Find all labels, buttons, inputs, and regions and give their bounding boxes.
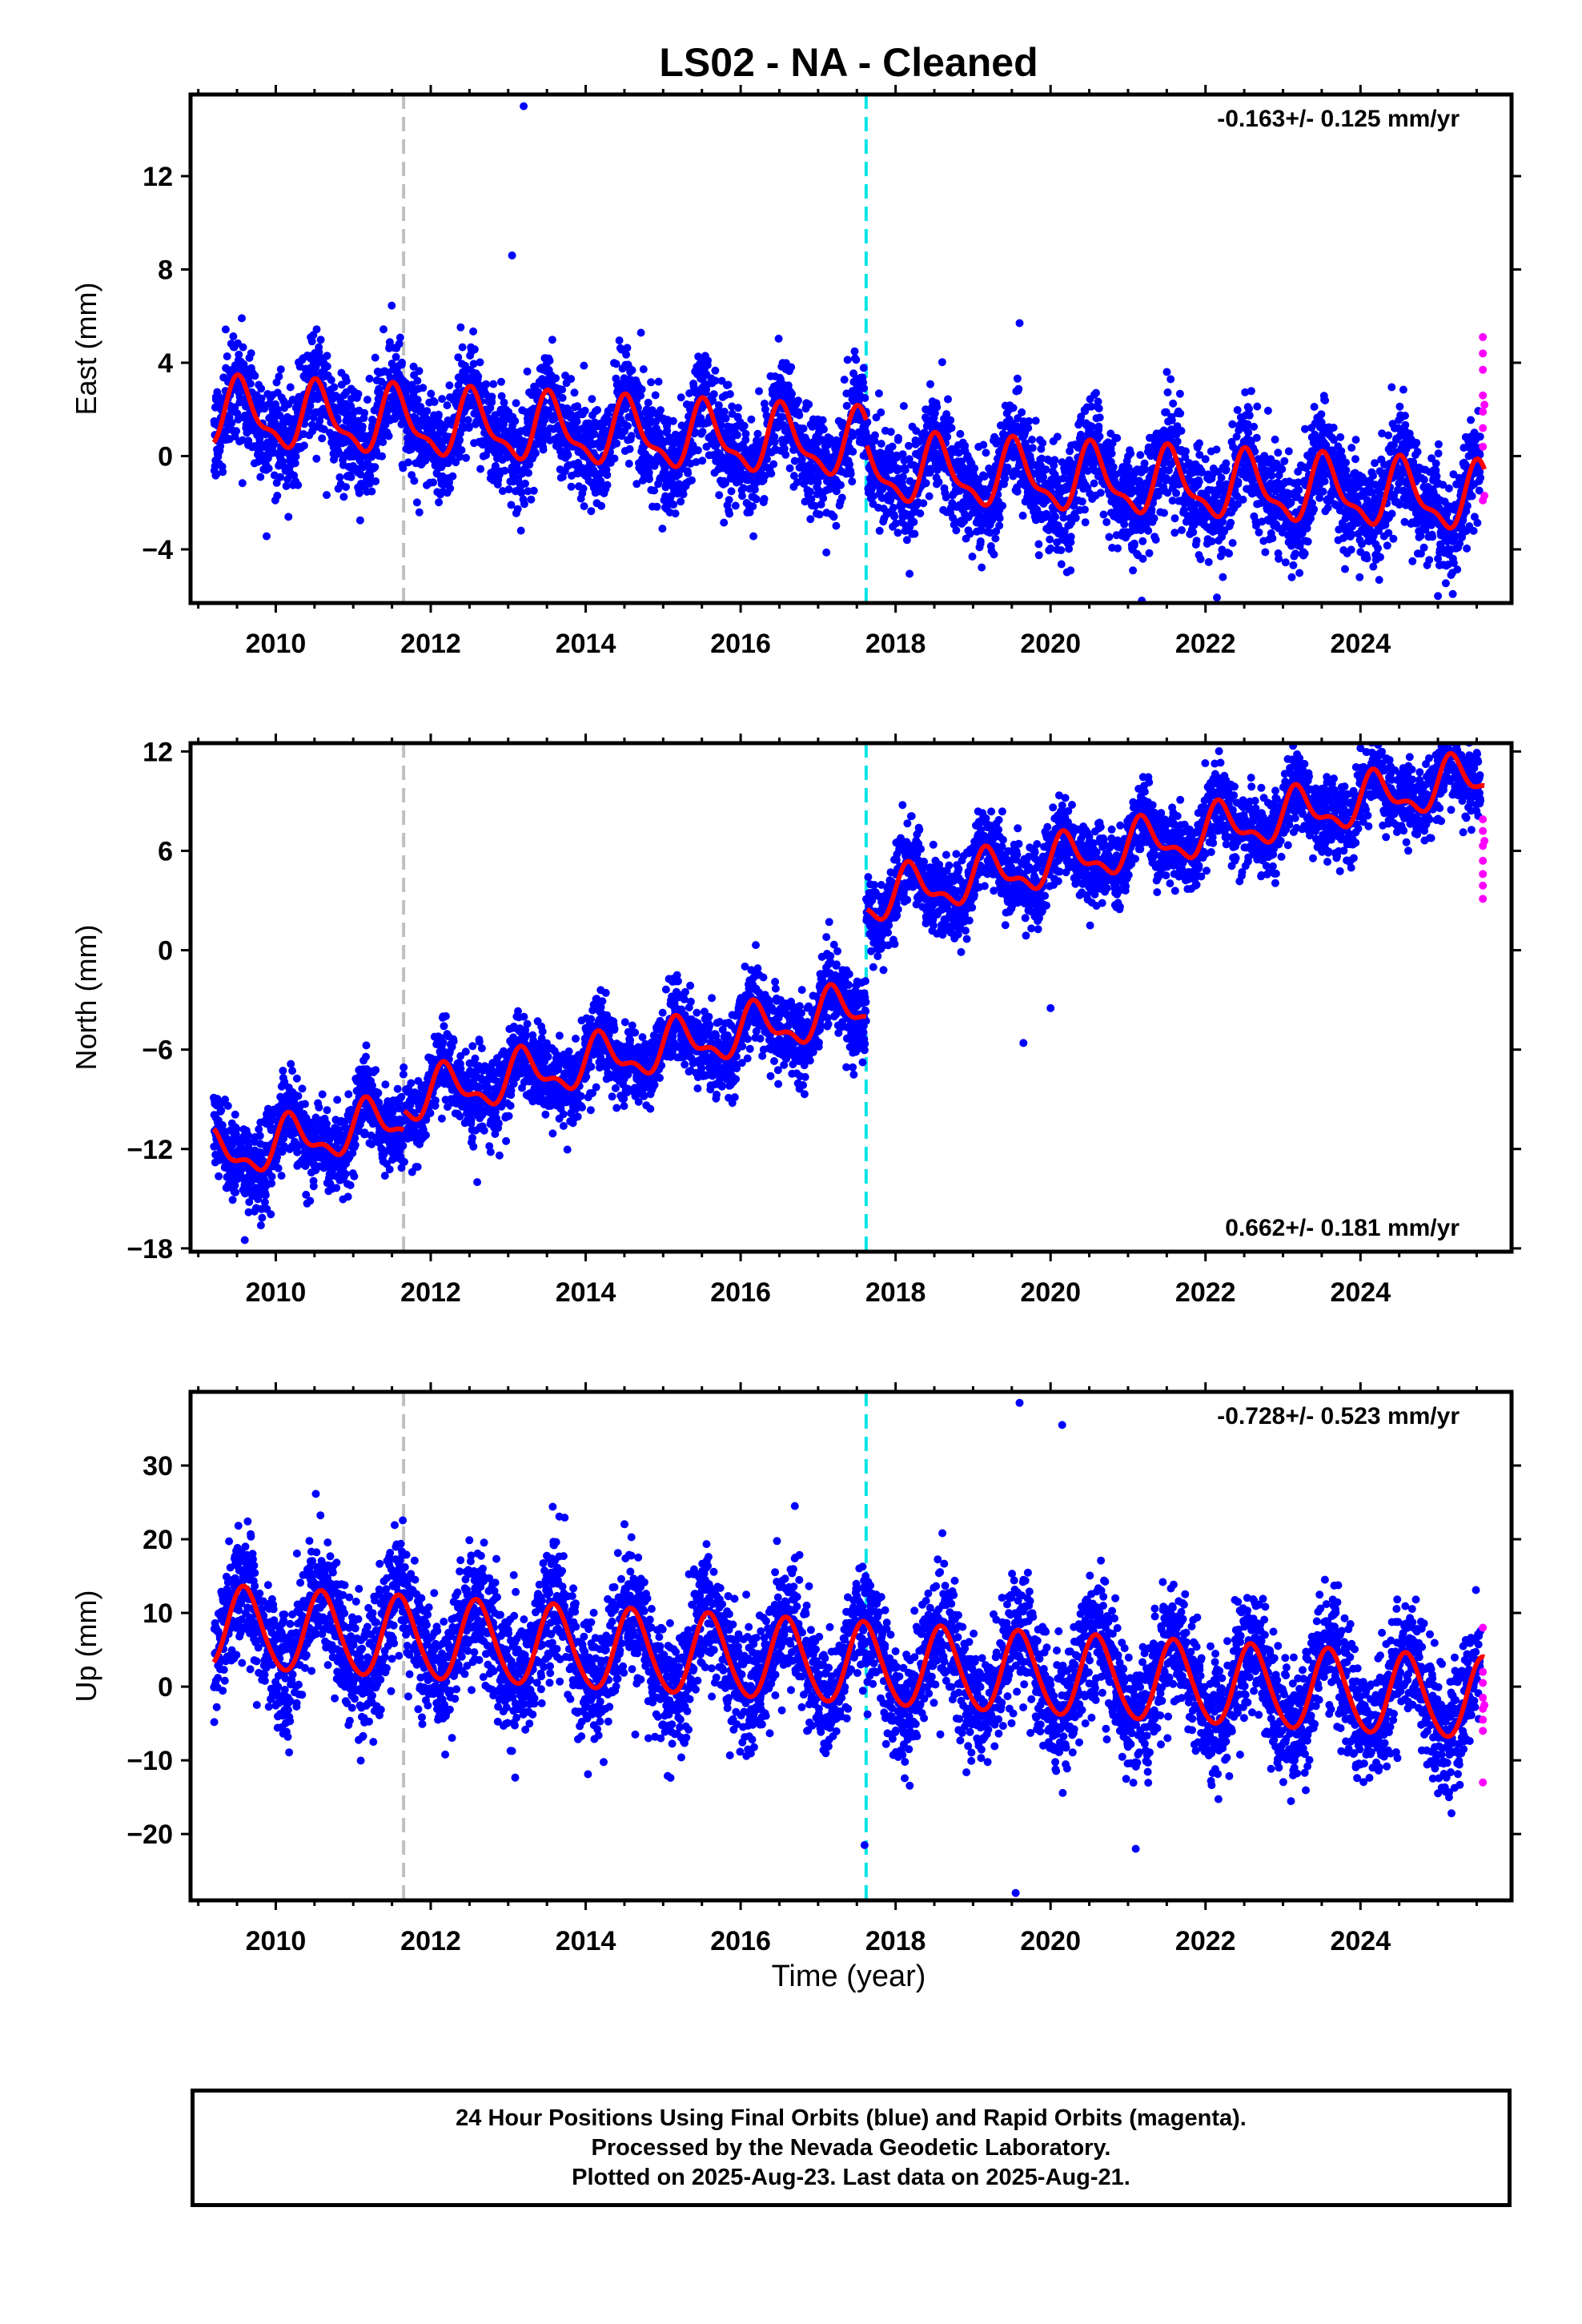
- up-rapid-point-3: [1479, 1679, 1487, 1687]
- east-plot-area: [211, 94, 1489, 605]
- north-x-tick-label: 2014: [556, 1277, 616, 1308]
- up-rapid-point-4: [1479, 1694, 1487, 1702]
- east-x-tick-label: 2012: [400, 629, 461, 659]
- north-y-tick-label: −6: [142, 1035, 173, 1066]
- up-x-tick-label: 2010: [246, 1926, 307, 1956]
- north-rapid-point-1: [1479, 815, 1487, 823]
- up-x-tick-label: 2014: [556, 1926, 616, 1956]
- up-rapid-point-1: [1479, 1623, 1487, 1631]
- up-rate-label: -0.728+/- 0.523 mm/yr: [1217, 1403, 1460, 1429]
- east-y-tick-label: 0: [158, 441, 173, 472]
- east-y-tick-label: 4: [158, 348, 173, 379]
- up-x-tick-label: 2022: [1175, 1926, 1236, 1956]
- up-x-tick-label: 2024: [1330, 1926, 1391, 1956]
- east-y-tick-label: 8: [158, 255, 173, 285]
- up-x-tick-label: 2018: [865, 1926, 926, 1956]
- north-y-tick-label: 12: [143, 737, 173, 767]
- north-y-axis-label: North (mm): [70, 925, 102, 1071]
- north-rapid-point-2: [1479, 827, 1487, 835]
- north-x-tick-label: 2020: [1020, 1277, 1081, 1308]
- footer-line-2: Processed by the Nevada Geodetic Laborat…: [592, 2133, 1111, 2163]
- north-rate-label: 0.662+/- 0.181 mm/yr: [1225, 1215, 1460, 1241]
- north-rapid-point-7: [1479, 895, 1487, 903]
- east-rapid-point-7: [1479, 443, 1487, 451]
- footer-line-3: Plotted on 2025-Aug-23. Last data on 202…: [572, 2163, 1130, 2193]
- panel-up: 2010 2012 2014 2016 2018 2020 2022 2024 −20 −10 0 1…: [70, 1382, 1521, 1956]
- up-final-orbit-points: [210, 1399, 1484, 1897]
- north-rapid-point-6: [1479, 882, 1487, 890]
- up-y-tick-label: 30: [143, 1451, 173, 1482]
- east-rapid-point-10: [1480, 400, 1488, 408]
- up-rapid-point-8: [1479, 1779, 1487, 1787]
- up-rapid-point-2: [1479, 1668, 1487, 1676]
- east-final-orbit-points: [211, 103, 1485, 605]
- north-x-tick-label: 2018: [865, 1277, 926, 1308]
- footer-line-1: 24 Hour Positions Using Final Orbits (bl…: [456, 2104, 1247, 2133]
- east-x-tick-label: 2014: [556, 629, 616, 659]
- north-rapid-point-8: [1480, 837, 1488, 845]
- east-y-tick-label: −4: [142, 535, 173, 565]
- north-rapid-point-4: [1479, 857, 1487, 865]
- east-rapid-point-6: [1479, 424, 1487, 432]
- up-y-tick-label: −10: [126, 1746, 173, 1776]
- north-x-tick-label: 2012: [400, 1277, 461, 1308]
- figure-title: LS02 - NA - Cleaned: [659, 40, 1038, 85]
- x-axis-label: Time (year): [772, 1960, 926, 1993]
- north-y-tick-label: −18: [126, 1234, 173, 1265]
- east-x-tick-label: 2010: [246, 629, 307, 659]
- up-rapid-point-9: [1480, 1701, 1488, 1709]
- east-rapid-point-4: [1479, 392, 1487, 400]
- east-rapid-point-1: [1479, 333, 1487, 341]
- east-x-tick-label: 2016: [710, 629, 771, 659]
- east-rate-label: -0.163+/- 0.125 mm/yr: [1217, 106, 1460, 132]
- up-x-tick-label: 2020: [1020, 1926, 1081, 1956]
- panel-north: 2010 2012 2014 2016 2018 2020 2022 2024 −18 −12 −6…: [70, 687, 1521, 1308]
- east-x-tick-label: 2024: [1330, 629, 1391, 659]
- up-y-axis-label: Up (mm): [70, 1590, 102, 1703]
- up-y-tick-label: 10: [143, 1598, 173, 1629]
- east-x-tick-label: 2020: [1020, 629, 1081, 659]
- north-plot-area: [210, 687, 1488, 1252]
- north-final-orbit-points: [210, 687, 1484, 1244]
- panel-east: 2010 2012 2014 2016 2018 2020 2022 2024 −4 0 4 8 12 E…: [70, 85, 1521, 659]
- north-x-tick-label: 2022: [1175, 1277, 1236, 1308]
- up-y-tick-label: 0: [158, 1672, 173, 1703]
- north-x-tick-label: 2024: [1330, 1277, 1391, 1308]
- east-rapid-point-2: [1479, 349, 1487, 357]
- north-y-tick-label: 6: [158, 836, 173, 866]
- footer-box: 24 Hour Positions Using Final Orbits (bl…: [191, 2089, 1512, 2207]
- up-rapid-point-7: [1479, 1727, 1487, 1735]
- east-rapid-point-9: [1480, 492, 1488, 500]
- up-plot-area: [210, 1392, 1488, 1900]
- east-x-tick-label: 2022: [1175, 629, 1236, 659]
- east-rapid-point-3: [1479, 366, 1487, 374]
- up-x-tick-label: 2012: [400, 1926, 461, 1956]
- east-y-axis-label: East (mm): [70, 283, 102, 416]
- north-y-tick-label: −12: [126, 1135, 173, 1165]
- up-x-tick-label: 2016: [710, 1926, 771, 1956]
- up-y-tick-label: −20: [126, 1819, 173, 1850]
- north-x-tick-label: 2016: [710, 1277, 771, 1308]
- north-x-tick-label: 2010: [246, 1277, 307, 1308]
- north-rapid-point-5: [1479, 870, 1487, 878]
- east-y-tick-label: 12: [143, 162, 173, 192]
- north-y-tick-label: 0: [158, 936, 173, 967]
- up-y-tick-label: 20: [143, 1525, 173, 1555]
- east-rapid-point-5: [1479, 408, 1487, 416]
- east-x-tick-label: 2018: [865, 629, 926, 659]
- up-rapid-point-6: [1479, 1716, 1487, 1724]
